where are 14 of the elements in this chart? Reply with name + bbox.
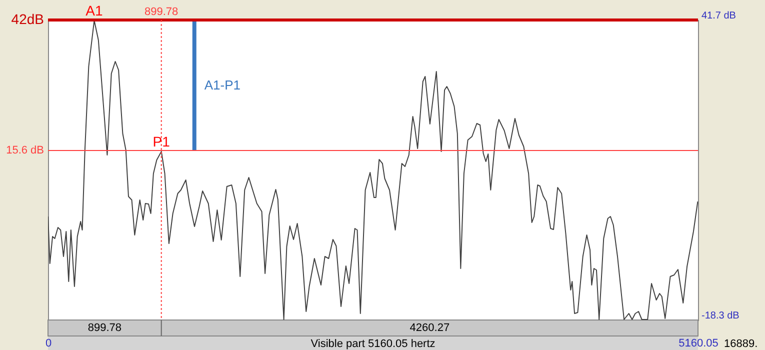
series-label: A1-P1 bbox=[204, 77, 241, 92]
text: 4260.27 bbox=[410, 322, 450, 334]
ref-line-label: 15.6 dB bbox=[6, 144, 44, 156]
text: 899.78 bbox=[88, 322, 122, 334]
x-tick-label: 0 bbox=[45, 338, 52, 350]
x-tick-label: 5160.05 bbox=[678, 338, 718, 350]
annotation: P1 bbox=[152, 134, 170, 150]
ref-line-label: 899.78 bbox=[144, 6, 178, 18]
annotation: A1 bbox=[86, 2, 104, 18]
y-tick-label: 41.7 dB bbox=[702, 10, 736, 22]
x-axis-title: Visible part 5160.05 hertz bbox=[310, 338, 436, 350]
y-tick-label: -18.3 dB bbox=[702, 310, 740, 322]
ref-line-label: 42dB bbox=[11, 11, 44, 27]
text: 16889. bbox=[724, 338, 758, 350]
